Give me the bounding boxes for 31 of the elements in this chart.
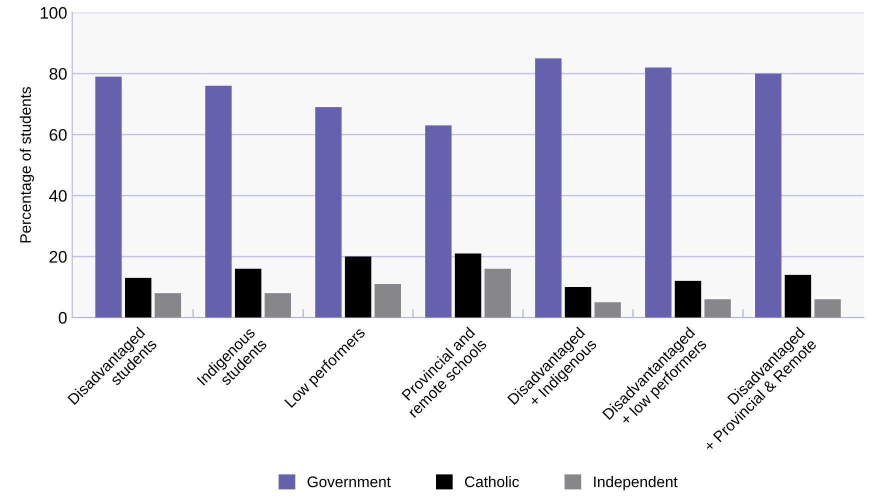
y-tick-label: 20 xyxy=(50,250,67,263)
bar xyxy=(704,299,731,318)
bar xyxy=(755,74,782,318)
bar xyxy=(535,58,562,318)
bar xyxy=(124,278,152,318)
y-tick-label: 100 xyxy=(40,7,67,19)
y-tick-label: 0 xyxy=(58,312,67,324)
bar xyxy=(674,280,702,318)
legend-label: Independent xyxy=(594,476,678,490)
y-tick-label: 60 xyxy=(50,128,67,141)
bar xyxy=(374,284,401,318)
bar xyxy=(205,86,232,318)
bar xyxy=(564,287,592,318)
bar xyxy=(594,302,621,318)
legend-label: Catholic xyxy=(464,476,519,488)
legend-label: Government xyxy=(308,476,391,488)
bar xyxy=(454,253,482,318)
bar xyxy=(484,268,511,318)
bar xyxy=(234,268,262,318)
y-axis-title: Percentage of students xyxy=(20,87,34,242)
bar xyxy=(784,274,812,318)
bar xyxy=(425,125,452,318)
bar xyxy=(315,107,342,318)
y-tick-label: 80 xyxy=(50,68,67,80)
bar xyxy=(264,293,292,318)
bar xyxy=(95,76,122,318)
bar xyxy=(645,67,672,318)
bar xyxy=(154,293,182,318)
y-tick-label: 40 xyxy=(49,190,67,202)
bar xyxy=(344,256,372,318)
bar xyxy=(814,299,841,318)
